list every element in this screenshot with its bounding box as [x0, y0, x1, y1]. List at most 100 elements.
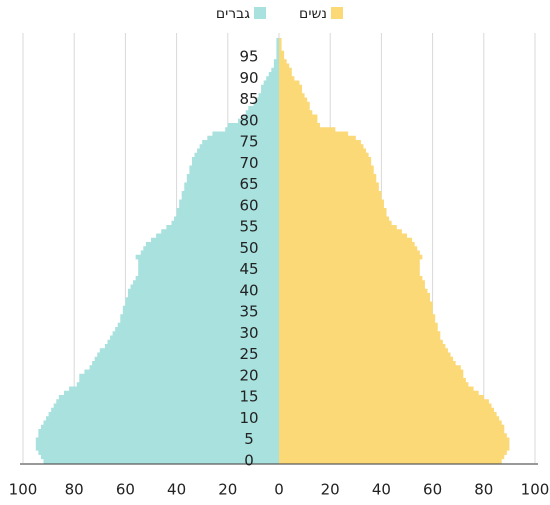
- bar: [279, 327, 438, 332]
- bar: [130, 284, 279, 290]
- y-tick-label: 10: [239, 409, 258, 427]
- bar: [179, 203, 279, 209]
- y-tick-label: 5: [244, 430, 254, 448]
- bar: [120, 314, 279, 319]
- x-tick-label: 100: [9, 481, 38, 499]
- bar: [255, 97, 279, 103]
- bar: [279, 165, 374, 171]
- bar: [279, 123, 320, 128]
- x-tick-label: 40: [372, 481, 391, 499]
- bar: [279, 293, 431, 298]
- bar: [279, 208, 387, 213]
- bar: [273, 63, 279, 69]
- bar: [279, 254, 423, 260]
- bar: [279, 93, 305, 98]
- bar: [179, 199, 279, 205]
- bar: [276, 42, 279, 47]
- bar: [279, 450, 507, 455]
- bar: [58, 395, 280, 400]
- bar: [279, 135, 356, 141]
- bar: [279, 390, 479, 396]
- bar: [43, 458, 280, 464]
- legend-swatch: [331, 7, 343, 19]
- bar: [279, 365, 461, 370]
- bar: [279, 386, 474, 392]
- bar: [279, 63, 290, 69]
- bar: [122, 305, 279, 311]
- bar: [279, 339, 443, 345]
- bar: [279, 212, 387, 217]
- bar: [245, 110, 279, 115]
- bar: [138, 259, 279, 264]
- bar: [261, 84, 279, 90]
- bar: [120, 318, 279, 324]
- bar: [279, 76, 295, 81]
- bar: [279, 446, 510, 451]
- bar: [186, 178, 279, 183]
- bar: [279, 437, 510, 443]
- bar: [63, 390, 280, 396]
- bar: [143, 246, 279, 251]
- bar: [135, 276, 279, 281]
- bar: [112, 331, 279, 336]
- bar: [174, 216, 279, 222]
- bar: [202, 140, 279, 145]
- y-tick-label: 30: [239, 324, 258, 342]
- bar: [279, 225, 397, 230]
- bar: [279, 229, 402, 234]
- y-tick-label: 0: [244, 451, 254, 469]
- bar: [107, 339, 279, 345]
- legend-label: נשים: [299, 6, 327, 22]
- legend-swatch: [254, 7, 266, 19]
- bar: [181, 191, 279, 196]
- bar: [279, 55, 285, 60]
- bar: [279, 157, 372, 162]
- bar: [279, 259, 420, 264]
- bar: [279, 297, 431, 302]
- bar: [279, 373, 464, 379]
- bar: [279, 72, 292, 77]
- bar: [266, 76, 279, 81]
- y-tick-label: 40: [239, 281, 258, 299]
- y-tick-label: 75: [239, 133, 258, 151]
- bar: [279, 216, 390, 222]
- bar: [127, 288, 280, 294]
- bar: [279, 458, 502, 464]
- bar: [279, 314, 436, 319]
- x-tick-label: 20: [321, 481, 340, 499]
- bar: [145, 242, 279, 247]
- bar: [279, 161, 372, 166]
- bar: [38, 429, 279, 434]
- bar: [279, 178, 377, 183]
- y-tick-label: 55: [239, 218, 258, 236]
- bar: [279, 382, 469, 387]
- x-tick-label: 80: [65, 481, 84, 499]
- bar: [279, 140, 361, 145]
- bar: [122, 310, 279, 315]
- bar: [279, 203, 384, 209]
- bar: [156, 233, 279, 239]
- bar: [97, 352, 280, 358]
- bar: [166, 225, 279, 230]
- bar: [273, 59, 279, 64]
- y-tick-label: 35: [239, 303, 258, 321]
- bar: [279, 378, 466, 383]
- bar: [279, 433, 507, 438]
- bar: [279, 106, 310, 111]
- bar: [243, 114, 279, 120]
- legend-label: גברים: [216, 6, 250, 22]
- bar: [151, 237, 279, 243]
- bar: [104, 344, 279, 349]
- bar: [279, 288, 428, 294]
- bar: [238, 118, 279, 124]
- bar: [276, 55, 279, 60]
- bar: [279, 284, 425, 290]
- bar: [279, 131, 349, 137]
- bar: [279, 263, 420, 268]
- bar: [279, 191, 382, 196]
- bar: [279, 42, 282, 47]
- x-tick-label: 40: [167, 481, 186, 499]
- bar: [279, 186, 379, 192]
- x-tick-label: 80: [474, 481, 493, 499]
